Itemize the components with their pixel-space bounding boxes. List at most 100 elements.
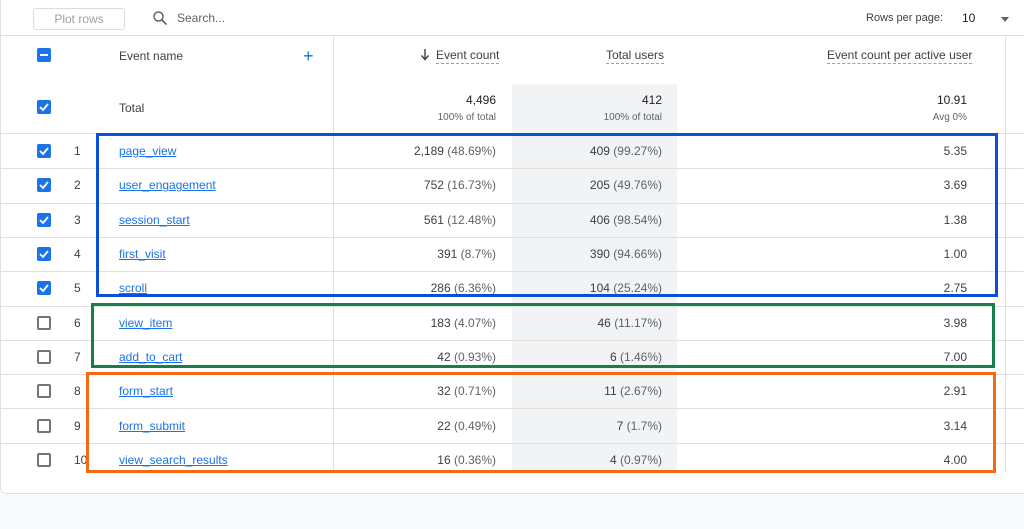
- event-name-link[interactable]: view_search_results: [119, 452, 228, 467]
- total-users-cell: 46 (11.17%): [597, 316, 662, 330]
- row-checkbox[interactable]: [37, 144, 51, 159]
- event-count-cell: 183 (4.07%): [431, 316, 496, 330]
- chevron-down-icon[interactable]: [1001, 17, 1009, 22]
- row-checkbox[interactable]: [37, 247, 51, 262]
- event-count-cell: 391 (8.7%): [437, 247, 496, 261]
- event-count-value: 286: [430, 281, 451, 296]
- events-table-card: Plot rows Rows per page: 10 Event name +…: [0, 0, 1024, 494]
- event-count-percent: (8.7%): [460, 247, 496, 262]
- highlight-box-orange: [86, 372, 996, 473]
- row-checkbox[interactable]: [37, 418, 51, 433]
- total-users-value: 11: [604, 384, 617, 399]
- per-user-cell: 1.00: [943, 247, 967, 262]
- sort-descending-icon[interactable]: [420, 48, 430, 61]
- search-input[interactable]: [177, 8, 377, 28]
- row-index: 4: [74, 247, 81, 262]
- event-count-value: 16: [437, 452, 451, 467]
- event-count-percent: (0.36%): [453, 452, 496, 467]
- event-name-link[interactable]: form_submit: [119, 418, 186, 433]
- total-users-percent: (0.97%): [619, 452, 662, 467]
- per-user-cell: 3.98: [943, 315, 967, 330]
- total-users-percent: (98.54%): [613, 212, 662, 227]
- per-user-cell: 2.91: [943, 384, 967, 399]
- rows-per-page-select[interactable]: 10: [962, 11, 976, 25]
- event-name-link[interactable]: first_visit: [119, 247, 166, 262]
- row-index: 2: [74, 178, 81, 193]
- event-count-percent: (0.71%): [453, 384, 496, 399]
- event-name-link[interactable]: scroll: [119, 281, 148, 296]
- row-index: 8: [74, 384, 81, 399]
- total-users-percent: (1.7%): [626, 418, 662, 433]
- event-count-value: 2,189: [413, 144, 444, 159]
- row-index: 1: [74, 144, 81, 159]
- event-count-value: 32: [437, 384, 451, 399]
- total-users-percent: (25.24%): [613, 281, 662, 296]
- rows-per-page-label: Rows per page:: [866, 12, 944, 24]
- total-users-value: 205: [589, 178, 610, 193]
- table-toolbar: Plot rows Rows per page: 10: [1, 0, 1024, 36]
- event-count-value: 561: [423, 212, 444, 227]
- event-name-link[interactable]: form_start: [119, 384, 174, 399]
- row-checkbox[interactable]: [37, 212, 51, 227]
- total-users-value: 4: [609, 452, 617, 467]
- event-count-cell: 22 (0.49%): [437, 419, 496, 433]
- column-header-event-count-per-active-user[interactable]: Event count per active user: [827, 48, 973, 64]
- column-header-total-users[interactable]: Total users: [606, 48, 665, 64]
- add-dimension-icon[interactable]: +: [303, 46, 314, 66]
- select-all-checkbox[interactable]: [37, 48, 51, 62]
- event-name-link[interactable]: session_start: [119, 212, 190, 227]
- total-users-shade: [512, 84, 677, 134]
- column-divider: [1005, 37, 1006, 473]
- total-event-count-sub: 100% of total: [437, 112, 496, 123]
- total-users: 412: [641, 93, 662, 107]
- row-index: 5: [74, 281, 81, 296]
- total-users-cell: 205 (49.76%): [590, 178, 662, 192]
- total-row-checkbox[interactable]: [37, 100, 51, 114]
- event-name-link[interactable]: view_item: [119, 315, 173, 330]
- event-name-link[interactable]: page_view: [119, 144, 177, 159]
- row-checkbox[interactable]: [37, 315, 51, 330]
- total-row-label: Total: [119, 101, 145, 115]
- total-users-percent: (49.76%): [613, 178, 662, 193]
- total-users-cell: 406 (98.54%): [590, 213, 662, 227]
- event-count-cell: 561 (12.48%): [424, 213, 496, 227]
- total-event-count: 4,496: [465, 93, 496, 107]
- row-checkbox[interactable]: [37, 178, 51, 193]
- row-checkbox[interactable]: [37, 384, 51, 399]
- total-users-value: 104: [589, 281, 610, 296]
- highlight-box-blue: [96, 133, 998, 297]
- row-checkbox[interactable]: [37, 281, 51, 296]
- row-divider: [1, 408, 1024, 410]
- event-count-value: 183: [430, 315, 451, 330]
- highlight-box-green: [91, 303, 995, 368]
- search-icon[interactable]: [151, 9, 169, 27]
- row-index: 10: [74, 452, 88, 467]
- total-users-percent: (2.67%): [619, 384, 662, 399]
- total-users-cell: 390 (94.66%): [590, 247, 662, 261]
- total-users-cell: 4 (0.97%): [610, 453, 662, 467]
- total-users-percent: (11.17%): [614, 315, 662, 330]
- event-name-link[interactable]: add_to_cart: [119, 349, 183, 364]
- event-count-cell: 16 (0.36%): [437, 453, 496, 467]
- row-divider: [1, 168, 1024, 170]
- total-users-value: 390: [589, 247, 610, 262]
- event-count-percent: (0.93%): [453, 349, 496, 364]
- row-divider: [1, 202, 1024, 204]
- event-count-cell: 32 (0.71%): [437, 384, 496, 398]
- row-checkbox[interactable]: [37, 452, 51, 467]
- column-header-event-name[interactable]: Event name: [119, 49, 184, 63]
- event-name-link[interactable]: user_engagement: [119, 178, 216, 193]
- total-per-user-sub: Avg 0%: [932, 112, 967, 123]
- event-count-value: 42: [437, 349, 451, 364]
- per-user-cell: 1.38: [943, 212, 967, 227]
- total-users-percent: (1.46%): [619, 349, 662, 364]
- row-checkbox[interactable]: [37, 349, 51, 364]
- total-users-cell: 6 (1.46%): [610, 350, 662, 364]
- row-divider: [1, 339, 1024, 341]
- event-count-cell: 42 (0.93%): [437, 350, 496, 364]
- total-users-value: 406: [589, 212, 610, 227]
- event-count-percent: (4.07%): [453, 315, 496, 330]
- plot-rows-button[interactable]: Plot rows: [33, 8, 125, 30]
- event-count-value: 752: [423, 178, 444, 193]
- column-header-event-count[interactable]: Event count: [436, 48, 500, 64]
